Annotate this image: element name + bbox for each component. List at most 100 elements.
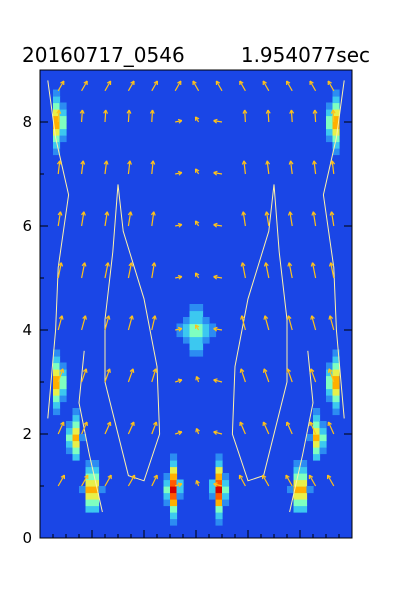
heat-cell <box>53 388 61 396</box>
heat-cell <box>300 460 308 468</box>
flow-arrow <box>194 168 200 175</box>
heat-cell <box>189 310 197 318</box>
flow-arrow <box>262 474 270 487</box>
heat-cell <box>332 141 340 149</box>
flow-arrow <box>309 368 317 383</box>
heat-cell <box>319 447 327 455</box>
heat-cell <box>196 336 204 344</box>
heat-cell <box>202 323 210 331</box>
heat-cell <box>53 89 61 97</box>
flow-arrow <box>213 482 223 487</box>
flow-arrow <box>175 274 183 280</box>
heat-cell <box>85 460 93 468</box>
heat-cell <box>53 128 61 136</box>
heat-cell <box>176 330 184 338</box>
heat-cell <box>313 427 321 435</box>
heat-cell <box>196 330 204 338</box>
heat-cell <box>332 109 340 117</box>
flow-arrow <box>81 211 86 227</box>
flow-arrow <box>265 160 271 175</box>
flow-arrow <box>194 324 200 331</box>
heat-cell <box>66 427 74 435</box>
heat-cell <box>306 486 314 494</box>
heat-cell <box>59 375 67 383</box>
heat-cell <box>53 362 61 370</box>
heat-cell <box>59 395 67 403</box>
flow-arrow <box>215 80 223 92</box>
heat-cell <box>163 479 171 487</box>
flow-arrow <box>241 160 247 175</box>
flow-arrow <box>213 430 223 435</box>
flow-arrow <box>195 427 200 435</box>
heat-cell <box>59 128 67 136</box>
flow-arrow <box>239 80 246 92</box>
heat-cell <box>196 317 204 325</box>
heat-cell <box>92 499 100 507</box>
heat-cell <box>300 505 308 513</box>
flow-arrow <box>80 160 86 175</box>
flow-arrow <box>308 474 317 487</box>
heat-cell <box>332 375 340 383</box>
contour-line <box>289 350 314 513</box>
heat-cell <box>326 395 334 403</box>
heat-cell <box>189 343 197 351</box>
flow-arrow <box>127 211 133 227</box>
flow-arrow <box>310 262 317 279</box>
heat-cell <box>176 492 184 500</box>
heat-cell <box>326 382 334 390</box>
flow-arrow <box>81 368 88 383</box>
flow-arrow <box>264 211 270 227</box>
heat-cell <box>92 460 100 468</box>
flow-arrow <box>328 315 335 331</box>
heat-cell <box>85 499 93 507</box>
y-tick-label: 8 <box>22 113 32 131</box>
heat-cell <box>326 362 334 370</box>
heat-cell <box>332 148 340 156</box>
heat-cell <box>66 440 74 448</box>
heat-cell <box>72 421 80 429</box>
flow-arrow <box>195 479 200 487</box>
heat-cell <box>170 473 178 481</box>
heat-cell <box>293 466 301 474</box>
heat-cell <box>326 135 334 143</box>
heat-cell <box>313 440 321 448</box>
heat-cell <box>59 109 67 117</box>
heat-cell <box>326 115 334 123</box>
flow-arrow <box>104 368 111 383</box>
heat-cell <box>170 486 178 494</box>
heat-cell <box>196 310 204 318</box>
heat-cell <box>59 135 67 143</box>
flow-arrow <box>239 421 246 435</box>
flow-arrow <box>287 211 293 227</box>
heat-cell <box>53 115 61 123</box>
heat-cell <box>85 479 93 487</box>
flow-arrow <box>312 109 318 123</box>
heat-cell <box>66 421 74 429</box>
flow-arrow <box>263 262 270 279</box>
flow-arrow <box>242 109 248 123</box>
heat-cell <box>189 323 197 331</box>
heat-cell <box>170 499 178 507</box>
heat-cell <box>183 317 191 325</box>
flow-arrow <box>285 421 293 435</box>
flow-arrow <box>127 262 134 279</box>
flow-arrow <box>151 474 158 487</box>
heat-cell <box>300 486 308 494</box>
flow-arrow <box>56 160 62 175</box>
flow-arrow <box>151 262 157 279</box>
heat-cell <box>53 135 61 143</box>
heat-cell <box>215 512 223 520</box>
heat-cell <box>92 492 100 500</box>
flow-arrow <box>57 315 64 331</box>
heat-cell <box>202 336 210 344</box>
flow-arrow <box>194 116 200 123</box>
heat-cell <box>85 505 93 513</box>
flow-arrow <box>175 170 183 176</box>
flow-arrow <box>312 160 317 175</box>
heat-cell <box>79 434 87 442</box>
heat-cell <box>300 466 308 474</box>
flow-arrow <box>310 315 317 331</box>
heat-cell <box>59 382 67 390</box>
heat-cell <box>202 317 210 325</box>
